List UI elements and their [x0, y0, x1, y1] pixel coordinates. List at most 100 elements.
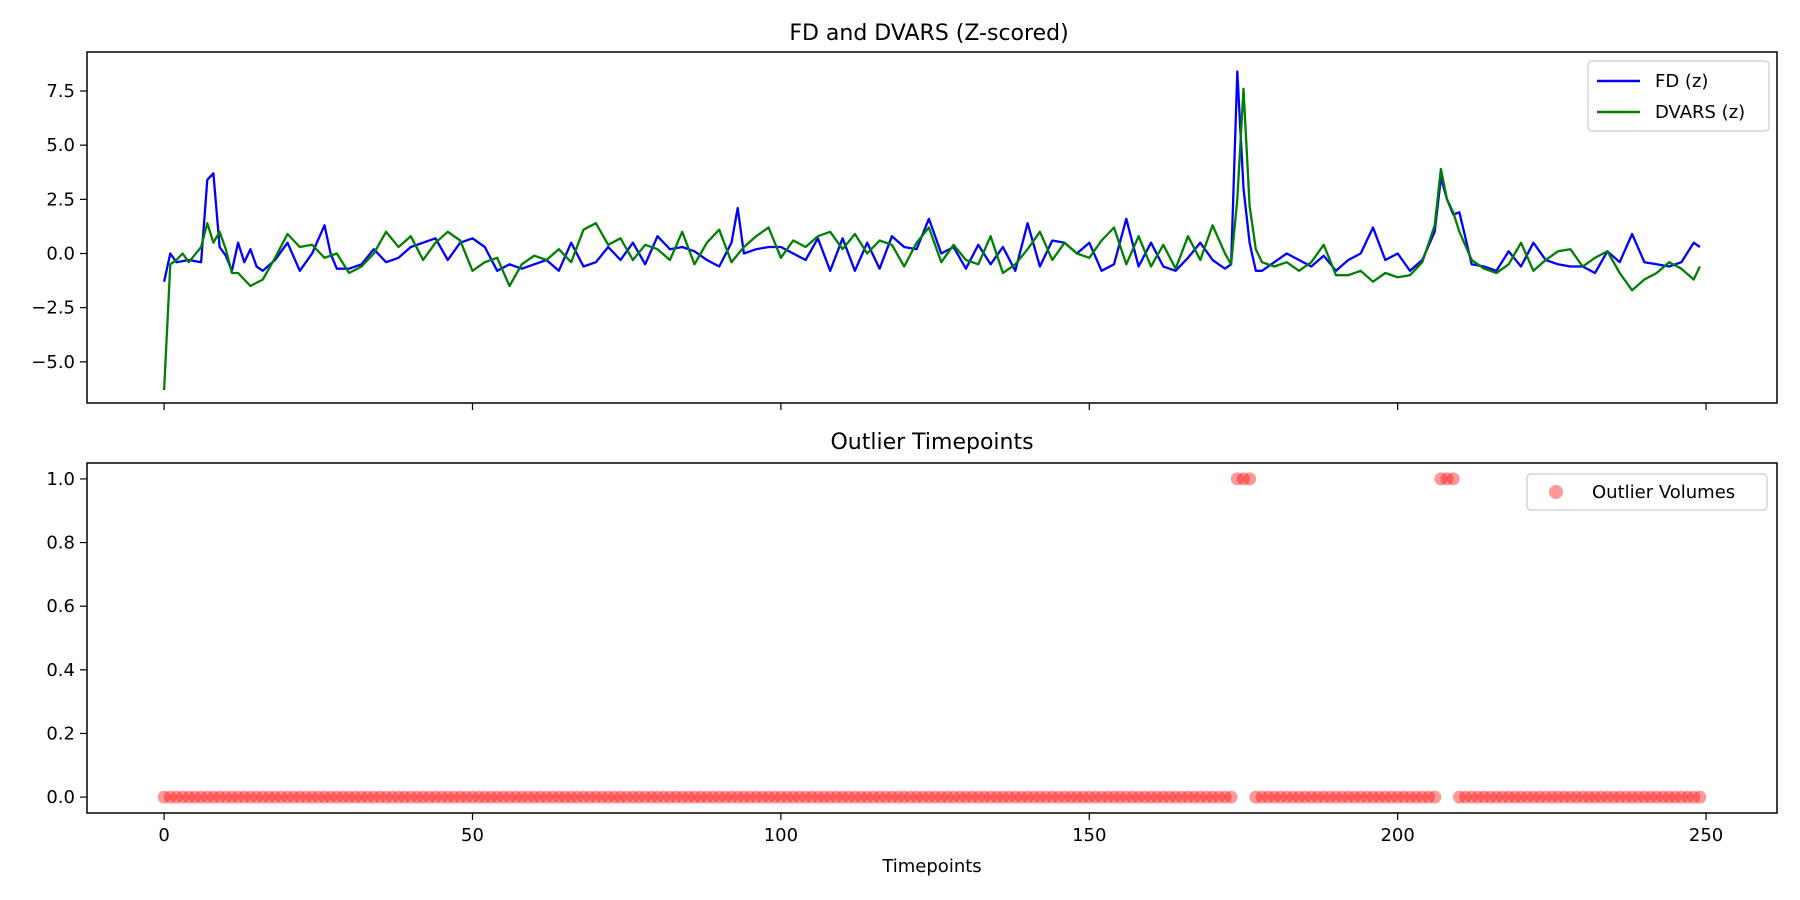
- non-outlier-point: [305, 790, 319, 804]
- non-outlier-point: [1588, 790, 1602, 804]
- outlier-point: [1440, 472, 1454, 486]
- non-outlier-point: [799, 790, 813, 804]
- non-outlier-point: [737, 790, 751, 804]
- y-tick-label-bottom: 1.0: [46, 469, 75, 490]
- outlier-point: [1230, 472, 1244, 486]
- non-outlier-point: [404, 790, 418, 804]
- x-tick-label: 0: [158, 825, 169, 846]
- non-outlier-point: [774, 790, 788, 804]
- non-outlier-point: [1533, 790, 1546, 804]
- non-outlier-point: [1483, 790, 1497, 804]
- outlier-point: [1243, 472, 1257, 486]
- non-outlier-point: [1187, 790, 1201, 804]
- non-outlier-point: [503, 790, 516, 804]
- non-outlier-point: [527, 790, 541, 804]
- non-outlier-point: [903, 790, 917, 804]
- non-outlier-point: [971, 790, 985, 804]
- non-outlier-point: [373, 790, 387, 804]
- non-outlier-point: [1508, 790, 1522, 804]
- non-outlier-point: [225, 790, 239, 804]
- non-outlier-point: [1045, 790, 1059, 804]
- non-outlier-point: [564, 790, 578, 804]
- non-outlier-point: [336, 790, 350, 804]
- non-outlier-point: [1107, 790, 1121, 804]
- non-outlier-point: [811, 790, 825, 804]
- non-outlier-point: [355, 790, 368, 804]
- non-outlier-point: [422, 790, 436, 804]
- x-tick-label: 100: [764, 825, 798, 846]
- non-outlier-point: [392, 790, 405, 804]
- non-outlier-point: [200, 790, 214, 804]
- non-outlier-point: [934, 790, 948, 804]
- y-tick-label-top: 0.0: [46, 244, 75, 265]
- non-outlier-point: [965, 790, 979, 804]
- non-outlier-point: [1033, 790, 1047, 804]
- non-outlier-point: [1076, 790, 1090, 804]
- non-outlier-point: [1169, 790, 1183, 804]
- non-outlier-point: [1489, 790, 1503, 804]
- non-outlier-point: [651, 790, 664, 804]
- x-tick-label: 250: [1689, 825, 1723, 846]
- non-outlier-point: [1465, 790, 1479, 804]
- non-outlier-point: [1563, 790, 1577, 804]
- y-tick-label-top: −5.0: [31, 352, 75, 373]
- non-outlier-point: [681, 790, 695, 804]
- non-outlier-point: [854, 790, 868, 804]
- non-outlier-point: [823, 790, 837, 804]
- non-outlier-point: [1644, 790, 1658, 804]
- non-outlier-point: [169, 790, 183, 804]
- non-outlier-point: [1600, 790, 1614, 804]
- non-outlier-point: [601, 790, 615, 804]
- non-outlier-point: [1668, 790, 1682, 804]
- non-outlier-point: [287, 790, 301, 804]
- non-outlier-point: [860, 790, 874, 804]
- outlier-ticks: 0.0 0.2 0.4 0.6 0.8 1.0 0 50 100 150 200 250: [46, 469, 1723, 846]
- non-outlier-point: [1132, 790, 1146, 804]
- non-outlier-point: [237, 790, 251, 804]
- non-outlier-point: [829, 790, 843, 804]
- non-outlier-point: [749, 790, 763, 804]
- non-outlier-point: [977, 790, 991, 804]
- non-outlier-point: [1088, 790, 1102, 804]
- x-tick-label: 50: [461, 825, 484, 846]
- non-outlier-point: [1329, 790, 1343, 804]
- non-outlier-point: [1323, 790, 1337, 804]
- non-outlier-point: [398, 790, 412, 804]
- non-outlier-point: [367, 790, 381, 804]
- non-outlier-point: [1385, 790, 1398, 804]
- non-outlier-point: [262, 790, 276, 804]
- non-outlier-point: [176, 790, 190, 804]
- non-outlier-point: [1403, 790, 1417, 804]
- outlier-title: Outlier Timepoints: [830, 430, 1033, 455]
- non-outlier-point: [836, 790, 850, 804]
- non-outlier-point: [1008, 790, 1022, 804]
- outlier-legend-box: [1526, 473, 1768, 511]
- non-outlier-point: [1249, 790, 1263, 804]
- non-outlier-point: [429, 790, 442, 804]
- non-outlier-point: [916, 790, 930, 804]
- non-outlier-point: [1002, 790, 1016, 804]
- fd-legend-label: FD (z): [1655, 71, 1708, 92]
- non-outlier-point: [206, 790, 220, 804]
- non-outlier-point: [1471, 790, 1485, 804]
- non-outlier-point: [657, 790, 671, 804]
- non-outlier-point: [1477, 790, 1491, 804]
- non-outlier-point: [1286, 790, 1300, 804]
- non-outlier-point: [669, 790, 683, 804]
- non-outlier-point: [1150, 790, 1164, 804]
- non-outlier-point: [873, 790, 887, 804]
- non-outlier-point: [595, 790, 609, 804]
- non-outlier-point: [700, 790, 714, 804]
- outlier-point: [1237, 472, 1250, 486]
- non-outlier-point: [1292, 790, 1306, 804]
- non-outlier-point: [879, 790, 893, 804]
- non-outlier-point: [614, 790, 627, 804]
- non-outlier-point: [478, 790, 492, 804]
- non-outlier-point: [1514, 790, 1528, 804]
- non-outlier-point: [453, 790, 467, 804]
- non-outlier-point: [885, 790, 899, 804]
- outlier-axes-frame: [86, 462, 1778, 814]
- non-outlier-point: [1126, 790, 1139, 804]
- non-outlier-point: [1372, 790, 1386, 804]
- non-outlier-point: [848, 790, 862, 804]
